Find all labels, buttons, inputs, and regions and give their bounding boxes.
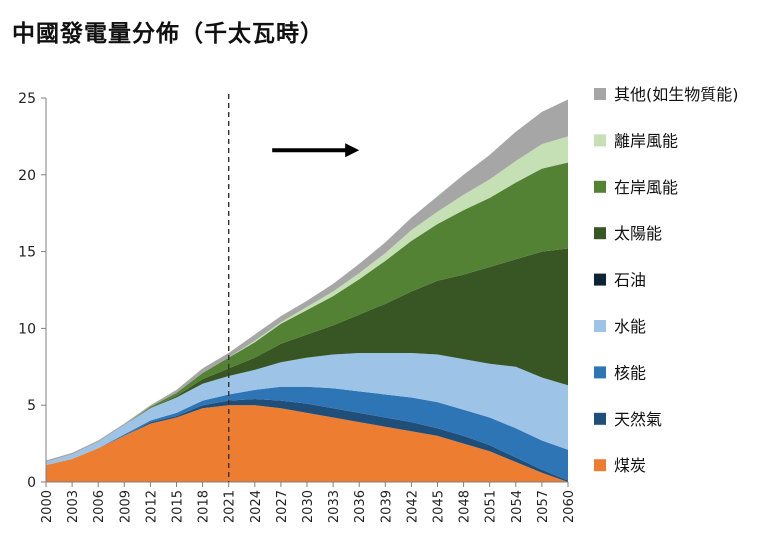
legend-label: 煤炭 (614, 456, 646, 475)
y-tick-label: 15 (18, 245, 36, 261)
x-tick-label: 2027 (275, 490, 290, 523)
legend-label: 離岸風能 (614, 131, 678, 150)
x-tick-label: 2030 (301, 490, 316, 523)
x-tick-label: 2045 (432, 490, 447, 523)
x-tick-label: 2006 (92, 490, 107, 523)
page-title: 中國發電量分佈（千太瓦時） (12, 21, 324, 47)
y-tick-label: 20 (18, 168, 36, 184)
legend-label: 天然氣 (614, 410, 662, 429)
area-layers (46, 99, 568, 482)
legend-swatch (594, 227, 606, 240)
legend-swatch (594, 134, 606, 147)
x-tick-label: 2024 (249, 490, 264, 523)
x-tick-label: 2060 (562, 490, 577, 523)
y-tick-label: 25 (18, 91, 36, 107)
area-series-1 (46, 399, 568, 482)
y-tick-label: 10 (18, 321, 36, 337)
x-tick-label: 2012 (144, 490, 159, 523)
x-tick-label: 2036 (353, 490, 368, 523)
legend-label: 其他(如生物質能) (614, 85, 739, 104)
x-tick-label: 2015 (171, 490, 186, 523)
area-series-2 (46, 386, 568, 481)
area-series-8 (46, 99, 568, 463)
x-tick-label: 2039 (379, 490, 394, 523)
trend-arrow-head (345, 143, 360, 158)
x-tick-label: 2057 (536, 490, 551, 523)
x-tick-label: 2033 (327, 490, 342, 523)
legend-label: 水能 (614, 317, 646, 336)
legend-label: 石油 (614, 271, 646, 290)
y-tick-label: 5 (27, 398, 36, 414)
x-tick-label: 2009 (118, 490, 133, 523)
legend-label: 太陽能 (614, 224, 662, 243)
legend-label: 核能 (614, 363, 646, 382)
legend-swatch (594, 412, 606, 425)
legend-swatch (594, 88, 606, 100)
x-tick-label: 2021 (223, 490, 238, 523)
legend-label: 在岸風能 (614, 178, 678, 197)
x-tick-label: 2018 (197, 490, 212, 523)
area-series-3 (46, 352, 568, 466)
legend-swatch (594, 320, 606, 332)
x-tick-label: 2051 (484, 490, 499, 523)
x-tick-label: 2054 (510, 490, 525, 523)
x-tick-label: 2048 (458, 490, 473, 523)
x-tick-label: 2003 (66, 490, 81, 523)
area-series-7 (46, 136, 568, 463)
legend-swatch (594, 459, 606, 472)
x-tick-label: 2000 (40, 490, 55, 523)
axes: 0 5 10 15 20 25 2000 2003 2006 2009 2012 2015 2018 20… (18, 91, 577, 523)
legend-swatch (594, 273, 606, 286)
legend-swatch (594, 366, 606, 379)
area-series-6 (46, 162, 568, 463)
annotations (227, 94, 360, 482)
area-series-5 (46, 248, 568, 463)
y-tick-label: 0 (27, 475, 36, 491)
legend-swatch (594, 180, 606, 193)
area-series-0 (46, 405, 568, 482)
x-tick-label: 2042 (405, 490, 420, 523)
